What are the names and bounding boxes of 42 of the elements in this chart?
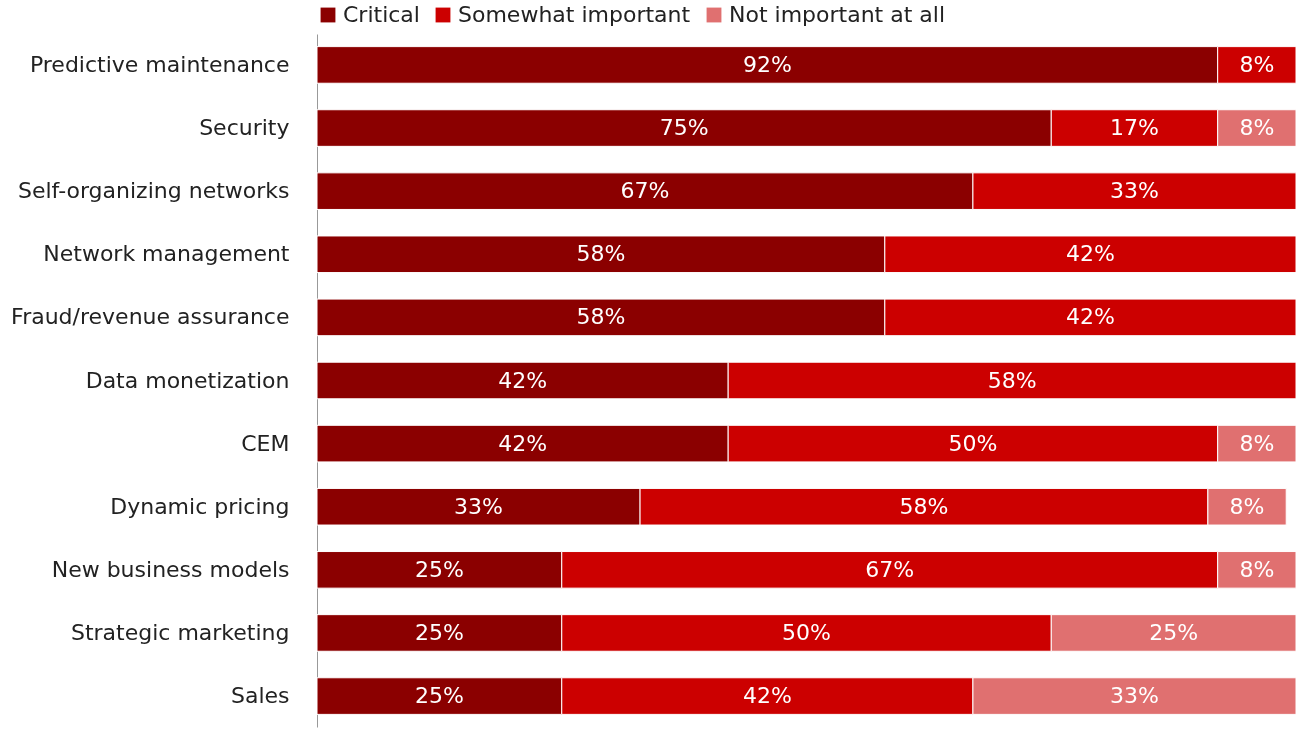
data-label: 25% <box>414 556 464 582</box>
data-label: 8% <box>1239 115 1275 141</box>
data-label: 50% <box>948 430 998 456</box>
data-label: 25% <box>414 683 464 709</box>
y-tick-label: Sales <box>230 683 290 709</box>
data-label: 67% <box>865 556 915 582</box>
data-label: 33% <box>454 493 503 519</box>
data-label: 50% <box>782 619 831 645</box>
data-label: 42% <box>742 683 792 709</box>
data-label: 8% <box>1239 556 1275 582</box>
legend-label: Not important at all <box>729 2 946 27</box>
data-label: 75% <box>659 115 709 141</box>
data-label: 92% <box>742 51 792 77</box>
data-label: 42% <box>498 430 548 456</box>
y-tick-label: Self-organizing networks <box>18 178 290 204</box>
data-label: 8% <box>1239 430 1275 456</box>
y-tick-label: Security <box>199 115 290 141</box>
data-label: 8% <box>1239 51 1275 77</box>
data-label: 58% <box>987 367 1037 393</box>
legend-label: Critical <box>343 2 420 27</box>
data-label: 8% <box>1229 493 1265 519</box>
legend-label: Somewhat important <box>458 2 691 27</box>
data-label: 58% <box>576 304 626 330</box>
data-label: 33% <box>1110 683 1159 709</box>
y-tick-label: New business models <box>51 556 290 582</box>
y-tick-label: Network management <box>43 241 290 267</box>
y-tick-label: CEM <box>241 430 290 456</box>
data-label: 25% <box>1149 619 1199 645</box>
data-label: 42% <box>498 367 548 393</box>
data-label: 58% <box>576 241 626 267</box>
y-tick-label: Predictive maintenance <box>29 51 290 77</box>
data-label: 42% <box>1065 304 1115 330</box>
y-tick-label: Dynamic pricing <box>110 493 290 519</box>
data-label: 33% <box>1110 178 1159 204</box>
data-label: 67% <box>620 178 670 204</box>
y-tick-label: Data monetization <box>85 367 290 393</box>
y-tick-label: Fraud/revenue assurance <box>11 304 290 330</box>
y-tick-label: Strategic marketing <box>70 619 290 645</box>
data-label: 17% <box>1110 115 1159 141</box>
data-label: 42% <box>1065 241 1115 267</box>
data-label: 58% <box>899 493 949 519</box>
data-label: 25% <box>414 619 464 645</box>
